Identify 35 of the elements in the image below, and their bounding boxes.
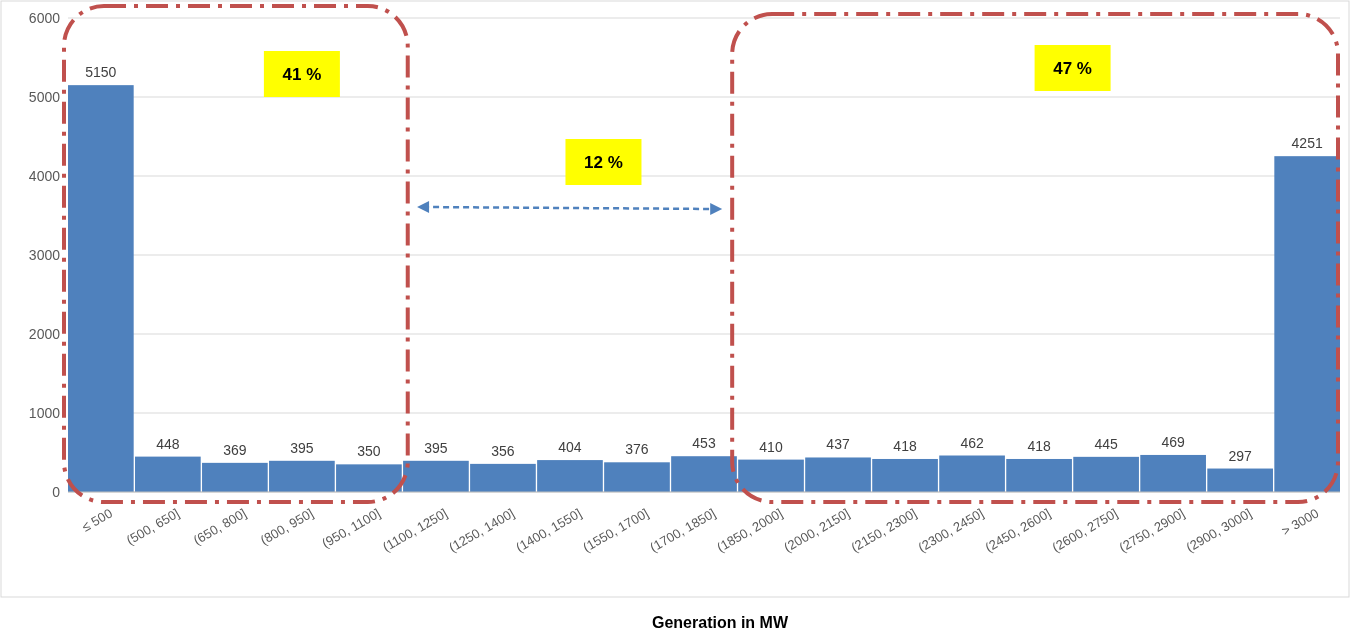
x-tick-label: (650, 800]: [190, 505, 249, 548]
data-label: 404: [558, 439, 582, 456]
y-tick-label: 6000: [28, 9, 61, 26]
data-label: 418: [1027, 437, 1051, 454]
data-label: 448: [156, 435, 180, 452]
data-label: 376: [625, 441, 649, 458]
x-axis-title: Generation in MW: [652, 613, 789, 631]
data-label: 453: [692, 435, 716, 452]
x-tick-label: > 3000: [1278, 505, 1322, 539]
x-tick-label: ≤ 500: [79, 505, 115, 535]
y-tick-label: 1000: [28, 404, 61, 421]
y-tick-label: 0: [52, 483, 61, 500]
y-tick-label: 3000: [28, 246, 61, 263]
data-label: 437: [826, 436, 850, 453]
data-label: 350: [357, 443, 381, 460]
data-label: 4251: [1291, 135, 1323, 152]
data-label: 395: [290, 439, 314, 456]
data-label: 369: [223, 441, 247, 458]
annotation: 47 %: [1053, 58, 1092, 78]
annotation: 41 %: [282, 64, 322, 84]
data-label: 418: [893, 437, 917, 454]
x-tick-label: (500, 650]: [123, 505, 182, 548]
annotation: 12 %: [584, 152, 623, 172]
data-label: 462: [960, 434, 984, 451]
y-tick-label: 4000: [28, 167, 61, 184]
data-label: 469: [1161, 433, 1186, 450]
data-label: 356: [491, 442, 515, 459]
data-label: 410: [759, 438, 783, 455]
x-tick-label: (800, 950]: [257, 505, 316, 548]
y-tick-label: 2000: [28, 325, 61, 342]
data-label: 445: [1094, 435, 1118, 452]
data-label: 5150: [85, 64, 117, 81]
data-label: 395: [424, 439, 448, 456]
data-label: 297: [1228, 447, 1253, 464]
y-tick-label: 5000: [28, 88, 61, 105]
